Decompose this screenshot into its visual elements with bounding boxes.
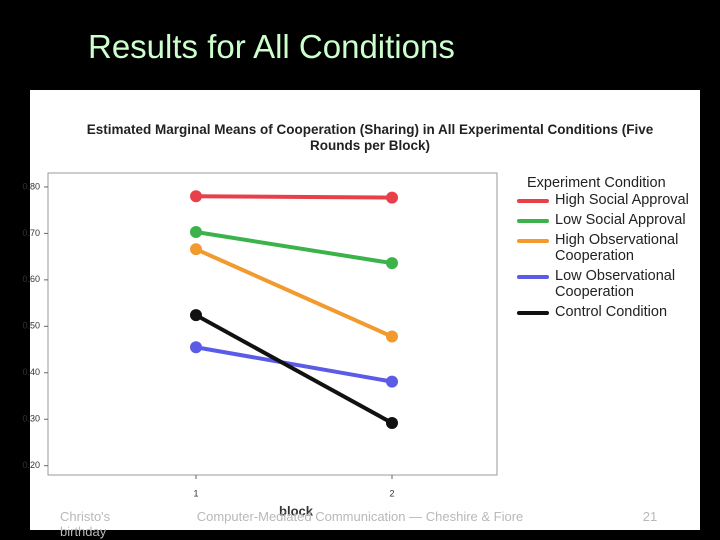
- data-point: [190, 226, 202, 239]
- data-point: [386, 257, 398, 270]
- data-point: [386, 191, 398, 204]
- legend-swatch: [517, 311, 549, 315]
- series-line: [195, 313, 393, 425]
- legend-swatch: [517, 239, 549, 243]
- data-point: [386, 330, 398, 343]
- chart-image: [30, 90, 700, 530]
- data-point: [386, 375, 398, 388]
- legend-label: High Observational Cooperation: [555, 232, 679, 264]
- chart-title: Estimated Marginal Means of Cooperation …: [86, 122, 654, 153]
- page-number: 21: [642, 509, 658, 524]
- legend-swatch: [517, 275, 549, 279]
- data-point: [190, 341, 202, 354]
- series-line: [195, 247, 393, 339]
- plot-frame: [47, 172, 498, 476]
- legend-label: Low Observational Cooperation: [555, 268, 676, 300]
- legend-label: Low Social Approval: [555, 212, 686, 228]
- series-line: [195, 194, 393, 200]
- legend-label: High Social Approval: [555, 192, 689, 208]
- legend-item: Low Social Approval: [517, 212, 695, 228]
- legend: Experiment Condition High Social Approva…: [517, 175, 702, 324]
- data-point: [386, 416, 398, 429]
- y-tick-label: 0.70: [22, 228, 40, 238]
- legend-label: Control Condition: [555, 304, 668, 320]
- x-tick-label: 1: [193, 488, 198, 498]
- x-tick-label: 2: [389, 488, 394, 498]
- legend-item: Low Observational Cooperation: [517, 268, 695, 300]
- footer-center: Computer-Mediated Communication — Cheshi…: [196, 509, 524, 524]
- data-point: [190, 190, 202, 203]
- y-tick-label: 0.20: [22, 460, 40, 470]
- y-tick-label: 0.60: [22, 274, 40, 284]
- legend-swatch: [517, 219, 549, 223]
- series-line: [195, 345, 393, 384]
- footer-left: Christo's birthday: [60, 509, 111, 539]
- y-tick-label: 0.80: [22, 181, 40, 191]
- y-tick-label: 0.30: [22, 414, 40, 424]
- legend-swatch: [517, 199, 549, 203]
- data-point: [190, 243, 202, 256]
- legend-item: Control Condition: [517, 304, 695, 320]
- slide-title: Results for All Conditions: [88, 28, 455, 65]
- x-axis-label: block: [279, 503, 314, 518]
- data-point: [190, 309, 202, 322]
- y-tick-label: 0.50: [22, 321, 40, 331]
- legend-item: High Observational Cooperation: [517, 232, 695, 264]
- legend-item: High Social Approval: [517, 192, 695, 208]
- y-tick-label: 0.40: [22, 367, 40, 377]
- legend-title: Experiment Condition: [527, 175, 666, 191]
- series-line: [195, 230, 393, 266]
